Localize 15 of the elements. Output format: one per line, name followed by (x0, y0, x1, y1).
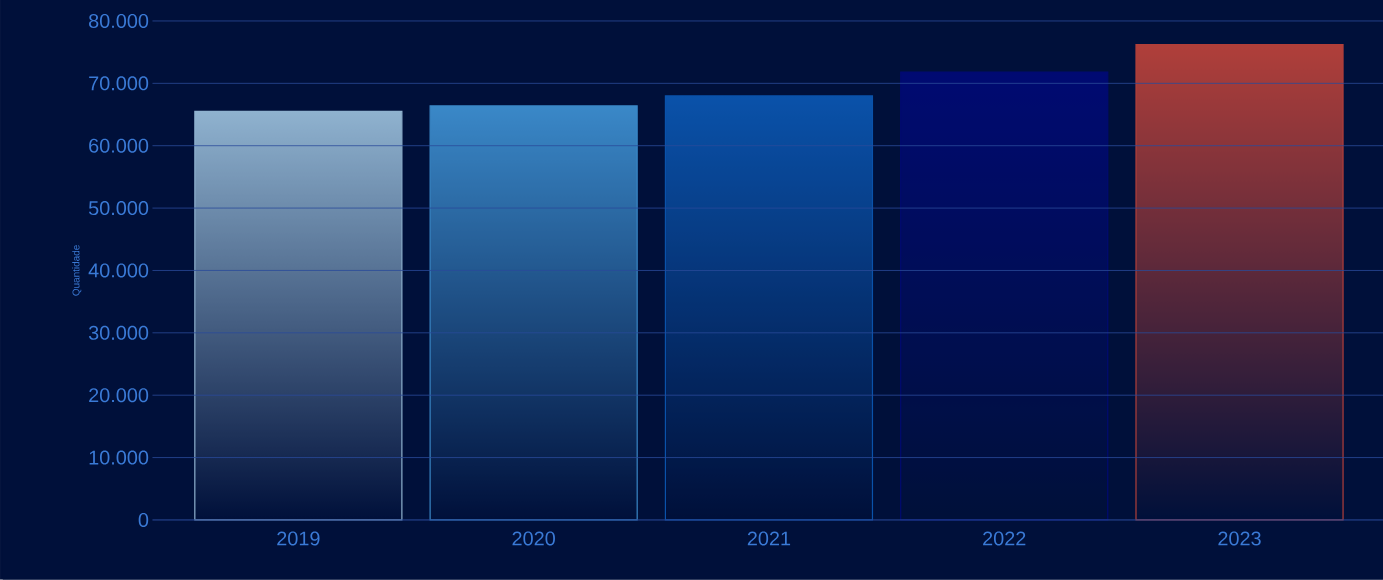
y-tick-label: 30.000 (88, 325, 149, 340)
y-tick-label: 40.000 (88, 263, 149, 278)
x-tick-label: 2023 (1218, 531, 1261, 546)
y-tick-label: 60.000 (89, 138, 149, 153)
x-tick-label: 2022 (983, 531, 1026, 546)
x-tick-label: 2021 (747, 531, 791, 546)
x-tick-label: 2020 (512, 531, 555, 546)
x-tick-label: 2019 (277, 531, 320, 546)
y-tick-label: 70.000 (89, 76, 149, 91)
y-tick-label: 20.000 (89, 388, 149, 403)
y-tick-label: 10.000 (89, 450, 149, 465)
y-tick-label: 80.000 (89, 14, 149, 29)
y-tick-label: 0 (138, 512, 149, 528)
y-axis-title: Quantidade (72, 245, 82, 296)
y-tick-label: 50.000 (88, 201, 149, 216)
